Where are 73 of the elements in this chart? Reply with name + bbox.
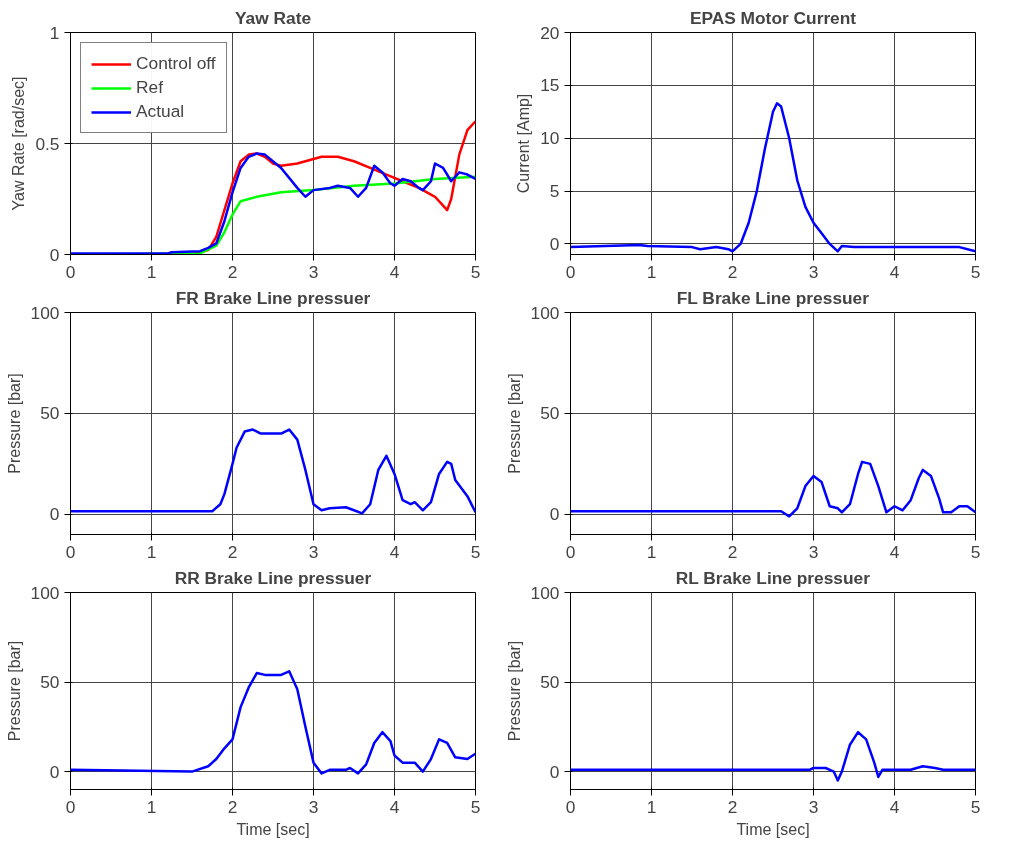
x-tick-label: 0 (565, 541, 576, 562)
y-tick-label: 1 (49, 22, 60, 43)
x-tick-label: 3 (808, 796, 819, 817)
x-tick-label: 0 (65, 796, 76, 817)
x-tick-label: 4 (889, 796, 900, 817)
x-tick-label: 5 (470, 796, 481, 817)
x-tick-label: 4 (389, 796, 400, 817)
x-tick-label: 1 (646, 541, 657, 562)
x-tick-label: 2 (727, 796, 738, 817)
x-tick-label: 0 (565, 261, 576, 282)
y-tick-label: 20 (540, 22, 560, 43)
legend-label: Control off (136, 53, 216, 74)
x-tick-label: 3 (808, 541, 819, 562)
y-tick-label: 0 (549, 504, 560, 525)
x-tick-label: 3 (308, 796, 319, 817)
y-axis-title: Pressure [bar] (5, 640, 23, 742)
y-tick-label: 50 (40, 672, 60, 693)
y-tick-label: 5 (549, 181, 560, 202)
chart-title: FL Brake Line pressuer (676, 287, 870, 308)
y-tick-label: 50 (540, 403, 560, 424)
y-tick-label: 0 (549, 761, 560, 782)
x-tick-label: 4 (889, 541, 900, 562)
y-tick-label: 50 (40, 403, 60, 424)
y-tick-label: 0 (49, 504, 60, 525)
y-tick-label: 15 (540, 75, 560, 96)
y-tick-label: 50 (540, 672, 560, 693)
x-tick-label: 3 (308, 261, 319, 282)
x-tick-label: 2 (227, 541, 238, 562)
x-tick-label: 4 (889, 261, 900, 282)
x-tick-label: 5 (970, 541, 981, 562)
x-tick-label: 1 (646, 261, 657, 282)
y-axis-title: Pressure [bar] (505, 373, 523, 474)
y-tick-label: 0.5 (35, 133, 60, 154)
x-tick-label: 2 (227, 796, 238, 817)
y-axis-title: Current [Amp] (515, 93, 533, 194)
x-tick-label: 5 (970, 796, 981, 817)
x-tick-label: 3 (308, 541, 319, 562)
chart-title: EPAS Motor Current (689, 7, 857, 28)
x-tick-label: 1 (146, 261, 157, 282)
x-tick-label: 5 (970, 261, 981, 282)
x-tick-label: 5 (470, 541, 481, 562)
y-tick-label: 100 (530, 582, 560, 603)
x-tick-label: 1 (146, 541, 157, 562)
chart-title: RR Brake Line pressuer (174, 567, 372, 588)
chart-title: Yaw Rate (234, 7, 312, 28)
y-tick-label: 0 (49, 244, 60, 265)
x-tick-label: 2 (227, 261, 238, 282)
y-tick-label: 100 (530, 302, 560, 323)
x-tick-label: 3 (808, 261, 819, 282)
y-tick-label: 0 (49, 761, 60, 782)
x-axis-title: Time [sec] (236, 820, 310, 838)
x-tick-label: 2 (727, 541, 738, 562)
x-tick-label: 0 (65, 541, 76, 562)
x-tick-label: 4 (389, 541, 400, 562)
legend-label: Ref (136, 77, 163, 98)
x-tick-label: 1 (646, 796, 657, 817)
chart-title: FR Brake Line pressuer (175, 287, 371, 308)
legend-label: Actual (136, 101, 185, 122)
y-axis-title: Pressure [bar] (5, 373, 23, 474)
x-tick-label: 2 (727, 261, 738, 282)
x-tick-label: 1 (146, 796, 157, 817)
y-tick-label: 100 (30, 582, 60, 603)
x-axis-title: Time [sec] (736, 820, 810, 838)
y-tick-label: 10 (540, 128, 560, 149)
x-tick-label: 5 (470, 261, 481, 282)
x-tick-label: 4 (389, 261, 400, 282)
y-axis-title: Yaw Rate [rad/sec] (10, 76, 28, 211)
x-tick-label: 0 (65, 261, 76, 282)
y-tick-label: 100 (30, 302, 60, 323)
x-tick-label: 0 (565, 796, 576, 817)
y-axis-title: Pressure [bar] (505, 640, 523, 742)
chart-title: RL Brake Line pressuer (675, 567, 871, 588)
y-tick-label: 0 (549, 233, 560, 254)
